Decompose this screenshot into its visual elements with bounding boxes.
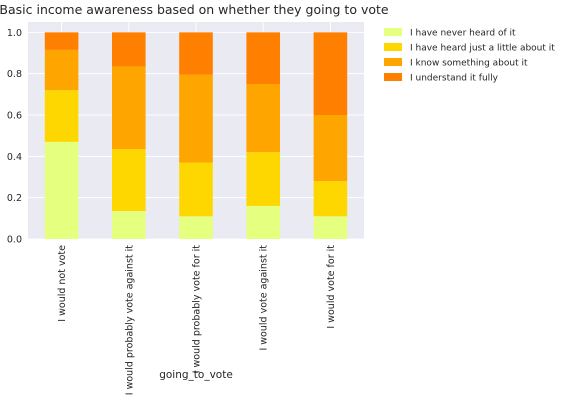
bar-segment bbox=[44, 32, 79, 50]
bar-segment bbox=[179, 162, 213, 217]
bar-segment bbox=[112, 149, 146, 212]
bar-segment bbox=[44, 90, 79, 142]
bar-segment bbox=[112, 211, 146, 239]
y-tick-label: 0.0 bbox=[7, 235, 22, 246]
y-tick-label: 0.4 bbox=[7, 152, 22, 163]
bars-group bbox=[44, 32, 348, 239]
legend: I have never heard of it I have heard jus… bbox=[384, 28, 555, 84]
legend-swatch bbox=[384, 58, 402, 66]
bar-segment bbox=[112, 32, 146, 67]
y-tick-label: 1.0 bbox=[7, 28, 22, 39]
bar-segment bbox=[44, 141, 79, 239]
y-axis-ticks: 0.0 0.2 0.4 0.6 0.8 1.0 bbox=[7, 28, 22, 246]
x-tick-label: I would probably vote for it bbox=[192, 245, 203, 374]
y-tick-label: 0.6 bbox=[7, 111, 22, 122]
legend-label: I have heard just a little about it bbox=[410, 44, 555, 54]
legend-swatch bbox=[384, 43, 402, 51]
bar-segment bbox=[246, 84, 280, 153]
x-axis-ticks: I would not vote I would probably vote ag… bbox=[57, 245, 337, 396]
y-tick-label: 0.8 bbox=[7, 69, 22, 80]
legend-swatch bbox=[384, 73, 402, 81]
bar-segment bbox=[313, 181, 348, 217]
bar-segment bbox=[313, 216, 348, 239]
y-tick-label: 0.2 bbox=[7, 193, 22, 204]
x-tick-label: I would not vote bbox=[57, 245, 68, 322]
bar-segment bbox=[246, 205, 280, 239]
bar-segment bbox=[246, 32, 280, 84]
x-tick-label: I would probably vote against it bbox=[124, 245, 135, 396]
x-tick-label: I would vote against it bbox=[259, 245, 270, 351]
bar-segment bbox=[179, 216, 213, 239]
bar-segment bbox=[112, 66, 146, 150]
x-tick-label: I would vote for it bbox=[326, 245, 337, 329]
bar-segment bbox=[313, 115, 348, 182]
chart-title: Basic income awareness based on whether … bbox=[0, 2, 389, 17]
legend-label: I understand it fully bbox=[410, 74, 499, 84]
legend-swatch bbox=[384, 28, 402, 36]
bar-segment bbox=[179, 32, 213, 75]
legend-label: I have never heard of it bbox=[410, 29, 516, 39]
x-axis-label: going_to_vote bbox=[159, 369, 233, 381]
bar-segment bbox=[44, 49, 79, 91]
legend-label: I know something about it bbox=[410, 59, 528, 69]
bar-segment bbox=[246, 152, 280, 206]
bar-segment bbox=[179, 74, 213, 163]
bar-segment bbox=[313, 32, 348, 116]
